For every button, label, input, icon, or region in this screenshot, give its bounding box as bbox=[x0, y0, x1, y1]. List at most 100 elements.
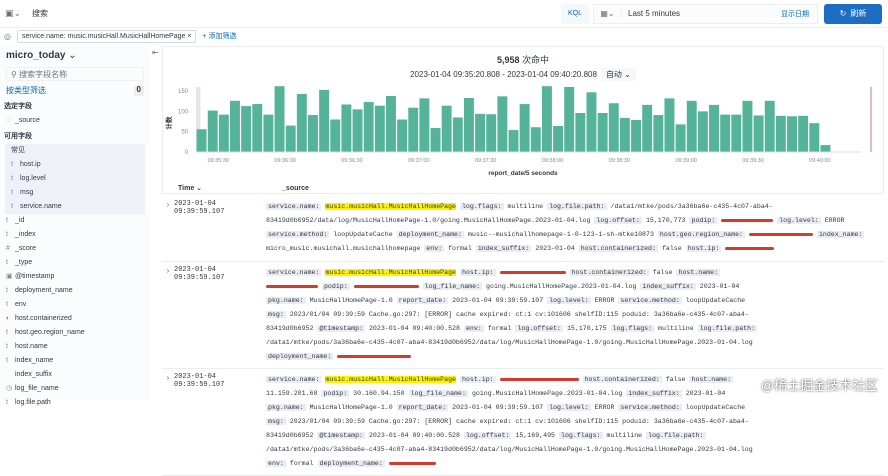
time-range[interactable]: Last 5 minutes bbox=[628, 9, 681, 18]
field-value: multiline bbox=[606, 432, 643, 439]
filter-pill[interactable]: service.name: music.musicHall.MusicHallH… bbox=[16, 29, 197, 43]
field-item[interactable]: t host.geo.region_name bbox=[0, 326, 150, 340]
y-tick-label: 100 bbox=[178, 109, 189, 115]
col-time[interactable]: Time bbox=[178, 185, 195, 192]
y-tick-label: 150 bbox=[178, 89, 189, 95]
collapse-sidebar-icon[interactable]: ⇤ bbox=[152, 48, 159, 57]
field-value: 30.160.94.150 bbox=[353, 390, 405, 397]
field-item[interactable]: ◷ log_file_name bbox=[0, 382, 150, 396]
show-dates-button[interactable]: 显示日期 bbox=[781, 10, 809, 18]
selected-fields-title: 选定字段 bbox=[4, 103, 32, 110]
expand-row-icon[interactable]: › bbox=[166, 266, 170, 275]
search-input[interactable]: 搜索 bbox=[32, 8, 48, 18]
histogram-bar bbox=[631, 119, 642, 152]
field-key: service.name: bbox=[266, 376, 322, 383]
field-value: 2023-01-04 09:39:59.107 bbox=[452, 297, 544, 304]
kql-toggle[interactable]: KQL bbox=[561, 3, 589, 24]
field-item[interactable]: t _index bbox=[0, 228, 150, 242]
field-value: 2023-01-04 09:39:59.107 bbox=[452, 404, 544, 411]
expand-row-icon[interactable]: › bbox=[166, 373, 170, 382]
field-key: env: bbox=[424, 245, 445, 252]
field-value: MusicHallHomePage-1.0 bbox=[309, 297, 393, 304]
field-item[interactable]: t msg bbox=[5, 186, 145, 200]
query-bar: ▣⌄ 搜索 KQL ▦⌄ Last 5 minutes 显示日期 ↻ 刷新 bbox=[0, 0, 888, 28]
index-pattern-selector[interactable]: micro_today ⌄ bbox=[0, 46, 150, 65]
field-item[interactable]: ◌ _source bbox=[0, 114, 150, 128]
field-name: _source bbox=[15, 117, 40, 124]
field-item[interactable]: t host.ip bbox=[5, 158, 145, 172]
field-name: _type bbox=[15, 259, 33, 266]
field-key: host.name: bbox=[689, 376, 734, 383]
field-item[interactable]: t _id bbox=[0, 214, 150, 228]
redacted-value bbox=[266, 284, 318, 288]
field-type-icon: t bbox=[6, 343, 8, 350]
filter-options-icon[interactable]: ◎ bbox=[4, 31, 11, 41]
table-row[interactable]: › 2023-01-04 09:39:59.107 service.name: mu… bbox=[162, 262, 884, 369]
histogram-bar bbox=[207, 110, 218, 152]
histogram-bar bbox=[809, 123, 820, 152]
field-type-icon: t bbox=[11, 189, 13, 196]
field-item[interactable]: t log.level bbox=[5, 172, 145, 186]
field-item[interactable]: t service.name bbox=[5, 200, 145, 214]
refresh-button[interactable]: ↻ 刷新 bbox=[824, 3, 882, 24]
histogram-bar bbox=[720, 114, 731, 152]
histogram-bar bbox=[575, 113, 586, 152]
field-value: false bbox=[661, 245, 682, 252]
field-item[interactable]: ◐ host.containerized bbox=[0, 312, 150, 326]
field-key: podip: bbox=[689, 217, 718, 224]
field-item[interactable]: t env bbox=[0, 298, 150, 312]
field-value: music.musicHall.MusicHallHomePage bbox=[325, 203, 456, 210]
field-key: env: bbox=[266, 460, 286, 467]
histogram-bar bbox=[374, 105, 385, 152]
field-name: host.name bbox=[15, 343, 48, 350]
saved-query-icon[interactable]: ▣⌄ bbox=[4, 8, 22, 18]
field-item[interactable]: t host.name bbox=[0, 340, 150, 354]
table-row[interactable]: › 2023-01-04 09:39:59.107 service.name: mu… bbox=[162, 196, 884, 262]
field-item[interactable]: ▣ @timestamp bbox=[0, 270, 150, 284]
field-item[interactable]: index_suffix bbox=[0, 368, 150, 382]
field-item[interactable]: t deployment_name bbox=[0, 284, 150, 298]
histogram-bar bbox=[753, 115, 764, 152]
field-value: MusicHallHomePage-1.0 bbox=[309, 404, 393, 411]
refresh-label: 刷新 bbox=[850, 9, 867, 18]
field-key: log.offset: bbox=[515, 325, 563, 332]
histogram-bar bbox=[296, 93, 307, 152]
histogram-bar bbox=[541, 86, 552, 152]
filter-by-type-button[interactable]: 按类型筛选 0 bbox=[0, 83, 150, 98]
y-tick-label: 0 bbox=[185, 150, 189, 156]
expand-row-icon[interactable]: › bbox=[166, 200, 170, 209]
field-key: index_suffix: bbox=[640, 283, 696, 290]
field-item[interactable]: t log.file.path bbox=[0, 396, 150, 410]
histogram-bar bbox=[619, 117, 630, 152]
histogram-bar bbox=[508, 130, 519, 152]
interval-select[interactable]: 自动 ⌄ bbox=[600, 68, 636, 81]
field-key: log.offset: bbox=[594, 217, 642, 224]
field-value: music--musichallhomepage-1-0-123-1-sh-mt… bbox=[467, 231, 654, 238]
field-value: 15,170,175 bbox=[566, 325, 607, 332]
add-filter-button[interactable]: + 添加筛选 bbox=[202, 33, 237, 40]
date-picker[interactable]: ▦⌄ Last 5 minutes 显示日期 bbox=[593, 3, 818, 24]
field-name: deployment_name bbox=[15, 287, 73, 294]
field-item[interactable]: t index_name bbox=[0, 354, 150, 368]
close-icon[interactable]: × bbox=[187, 32, 192, 40]
histogram-chart[interactable]: 0 50 100 150 09:35:30 09:36:00 09:36:30 09:37:0… bbox=[163, 83, 883, 193]
field-value: loopUpdateCache bbox=[333, 231, 393, 238]
calendar-icon[interactable]: ▦⌄ bbox=[594, 9, 622, 18]
histogram-bar bbox=[218, 114, 229, 152]
field-search-input[interactable]: ⚲ 搜索字段名称 bbox=[6, 67, 144, 81]
filter-bar: ◎ service.name: music.musicHall.MusicHal… bbox=[0, 28, 236, 44]
histogram-bar bbox=[675, 124, 686, 152]
histogram-bar bbox=[252, 104, 263, 152]
histogram-bar bbox=[319, 89, 330, 152]
redacted-value bbox=[337, 354, 412, 358]
histogram-bar bbox=[709, 104, 719, 152]
field-value: ERROR bbox=[594, 297, 615, 304]
field-type-icon: ◷ bbox=[6, 385, 13, 392]
field-key: report_date: bbox=[396, 297, 449, 304]
field-value: 2023/01/04 09:39:59 Cache.go:297: [ERROR… bbox=[266, 311, 749, 332]
field-value: going.MusicHallHomePage.2023-01-04.log bbox=[486, 283, 637, 290]
histogram-bar bbox=[787, 116, 797, 152]
histogram-bar bbox=[519, 104, 530, 152]
field-item[interactable]: # _score bbox=[0, 242, 150, 256]
field-item[interactable]: t _type bbox=[0, 256, 150, 270]
